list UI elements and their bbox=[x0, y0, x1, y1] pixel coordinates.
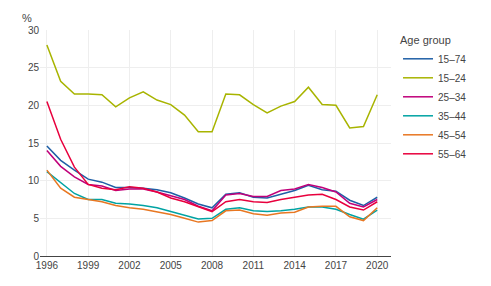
svg-text:10: 10 bbox=[28, 175, 40, 186]
svg-text:15–24: 15–24 bbox=[438, 73, 466, 84]
svg-text:15–74: 15–74 bbox=[438, 54, 466, 65]
svg-text:2014: 2014 bbox=[284, 260, 307, 271]
svg-text:2008: 2008 bbox=[201, 260, 224, 271]
svg-text:Age group: Age group bbox=[400, 34, 451, 46]
svg-text:55–64: 55–64 bbox=[438, 149, 466, 160]
svg-text:45–54: 45–54 bbox=[438, 130, 466, 141]
svg-text:2017: 2017 bbox=[325, 260, 348, 271]
svg-text:%: % bbox=[22, 12, 32, 24]
svg-text:5: 5 bbox=[33, 213, 39, 224]
svg-text:1996: 1996 bbox=[36, 260, 59, 271]
svg-text:25–34: 25–34 bbox=[438, 92, 466, 103]
svg-text:35–44: 35–44 bbox=[438, 111, 466, 122]
svg-text:2005: 2005 bbox=[160, 260, 183, 271]
svg-text:20: 20 bbox=[28, 100, 40, 111]
svg-text:2020: 2020 bbox=[366, 260, 389, 271]
svg-text:2002: 2002 bbox=[118, 260, 141, 271]
svg-text:30: 30 bbox=[28, 25, 40, 36]
svg-text:15: 15 bbox=[28, 138, 40, 149]
svg-text:0: 0 bbox=[33, 251, 39, 262]
svg-text:1999: 1999 bbox=[77, 260, 100, 271]
svg-text:25: 25 bbox=[28, 62, 40, 73]
svg-text:2011: 2011 bbox=[243, 260, 265, 271]
